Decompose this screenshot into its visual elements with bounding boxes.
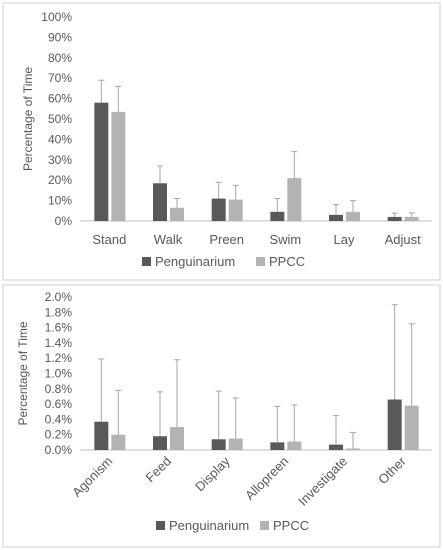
y-tick-label: 40%: [48, 132, 72, 146]
y-tick-label: 10%: [48, 194, 72, 208]
category-label: Lay: [334, 232, 355, 247]
category-label: Adjust: [385, 232, 422, 247]
category-label: Swim: [269, 232, 301, 247]
legend-swatch: [256, 257, 265, 266]
y-tick-label: 1.2%: [45, 351, 73, 365]
bar: [111, 434, 126, 450]
bar: [287, 441, 302, 450]
bar: [346, 448, 360, 450]
legend-label: Penguinarium: [169, 518, 249, 533]
bar: [329, 444, 343, 450]
y-tick-label: 60%: [48, 92, 72, 106]
bar: [153, 183, 167, 221]
y-tick-label: 0.4%: [45, 412, 73, 426]
bar: [153, 436, 167, 450]
legend-label: Penguinarium: [155, 254, 235, 269]
bar: [270, 211, 285, 221]
bar: [170, 207, 184, 221]
bottom-panel-border: [2, 284, 441, 548]
bar: [94, 102, 109, 221]
legend-label: PPCC: [269, 254, 305, 269]
bar: [211, 198, 226, 221]
legend-swatch: [156, 521, 165, 530]
y-tick-label: 0.2%: [45, 428, 73, 442]
y-tick-label: 1.4%: [45, 336, 73, 350]
y-tick-label: 0%: [55, 214, 73, 228]
y-axis-title: Percentage of Time: [16, 321, 30, 425]
y-tick-label: 90%: [48, 30, 72, 44]
bar: [228, 199, 243, 221]
category-label: Walk: [154, 232, 183, 247]
bar: [404, 216, 419, 221]
y-tick-label: 70%: [48, 71, 72, 85]
bar: [270, 442, 285, 450]
legend-swatch: [142, 257, 151, 266]
y-tick-label: 1.6%: [45, 321, 73, 335]
y-tick-label: 0.0%: [45, 443, 73, 457]
bar: [287, 178, 302, 221]
legend-label: PPCC: [273, 518, 309, 533]
category-label: Preen: [209, 232, 244, 247]
y-tick-label: 30%: [48, 153, 72, 167]
legend-swatch: [260, 521, 269, 530]
top-panel-border: [2, 2, 441, 281]
category-label: Stand: [92, 232, 126, 247]
bar: [387, 216, 402, 221]
y-axis-title: Percentage of Time: [21, 67, 35, 171]
activity-chart: 0% 10% 20% 30% 40% 50% 60% 70% 80% 90% 100% Percent…: [21, 10, 432, 269]
bar: [94, 421, 109, 450]
y-tick-label: 2.0%: [45, 290, 73, 304]
bar: [228, 438, 243, 450]
y-tick-label: 20%: [48, 173, 72, 187]
bar: [170, 427, 184, 450]
bar: [387, 399, 402, 450]
y-tick-label: 100%: [41, 10, 72, 24]
y-tick-label: 1.0%: [45, 367, 73, 381]
bar: [329, 214, 343, 221]
y-tick-label: 0.6%: [45, 397, 73, 411]
bar: [346, 211, 360, 221]
bar: [404, 405, 419, 450]
y-tick-label: 80%: [48, 51, 72, 65]
y-tick-label: 1.8%: [45, 305, 73, 319]
y-tick-label: 0.8%: [45, 382, 73, 396]
bar: [111, 111, 126, 221]
y-tick-label: 50%: [48, 112, 72, 126]
bar: [211, 439, 226, 450]
